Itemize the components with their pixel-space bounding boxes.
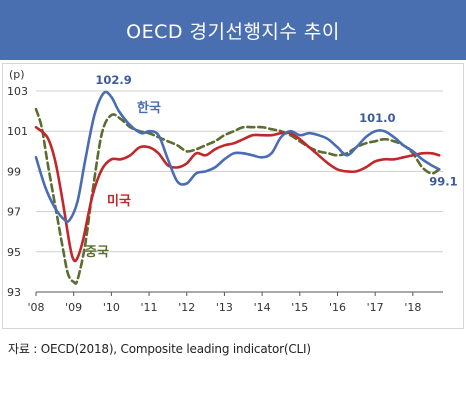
series-line-1: [34, 125, 441, 263]
x-tick-label: '10: [103, 301, 120, 314]
value-annotation: 102.9: [95, 73, 131, 87]
y-tick-label: 99: [7, 165, 21, 178]
series-label: 중국: [85, 245, 109, 260]
x-tick-label: '12: [178, 301, 195, 314]
x-tick-label: '11: [141, 301, 158, 314]
y-tick-label: 103: [7, 85, 28, 98]
chart-panel: 103 101 99 97 95 93 (p) '08'09'10'11'12'13'14 '…: [2, 63, 464, 329]
x-tick-label: '18: [404, 301, 421, 314]
source-note: 자료 : OECD(2018), Composite leading indic…: [8, 342, 311, 356]
x-tick-label: '08: [27, 301, 44, 314]
x-tick-label: '09: [65, 301, 82, 314]
y-axis-unit: (p): [9, 68, 25, 81]
y-tick-label: 95: [7, 246, 21, 259]
series-lines: [34, 90, 441, 285]
x-tick-label: '16: [329, 301, 346, 314]
x-tick-label: '14: [254, 301, 271, 314]
x-tick-label: '13: [216, 301, 233, 314]
chart-title: OECD 경기선행지수 추이: [0, 0, 466, 60]
x-axis: '08 '09 '10 '11 '12 '13 '14 '15 '16 '17 '18: [27, 291, 443, 314]
series-label: 한국: [137, 100, 161, 116]
series-line-2: [34, 107, 441, 285]
series-label: 미국: [107, 193, 131, 209]
y-tick-label: 101: [7, 125, 28, 138]
value-annotation: 99.1: [429, 174, 457, 188]
value-annotation: 101.0: [359, 111, 395, 125]
y-axis: 103 101 99 97 95 93 (p): [7, 68, 28, 299]
series-line-0: [34, 90, 441, 223]
y-tick-label: 93: [7, 286, 21, 299]
y-tick-label: 97: [7, 206, 21, 219]
x-tick-label: '15: [291, 301, 308, 314]
x-tick-label: '17: [367, 301, 384, 314]
